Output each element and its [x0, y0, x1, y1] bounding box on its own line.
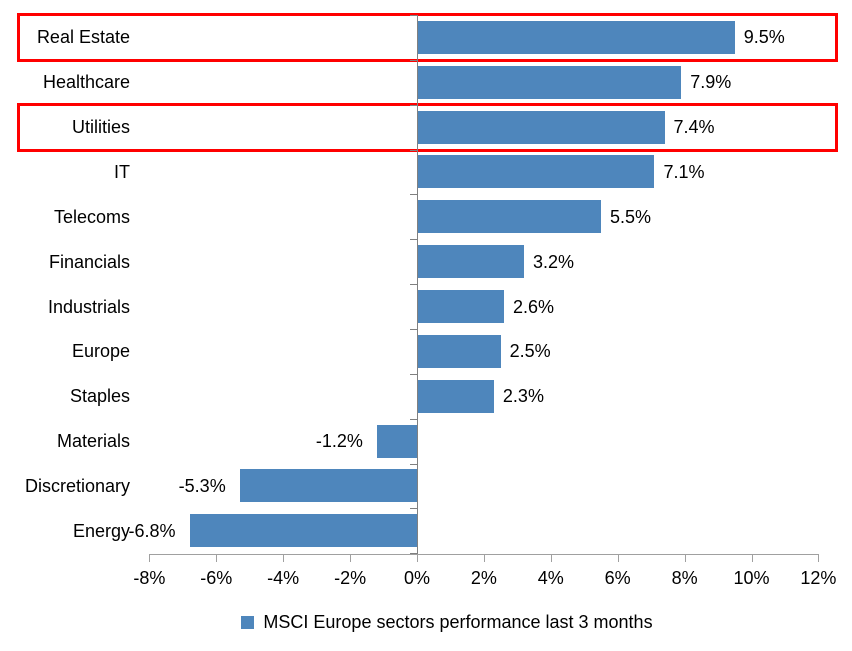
legend: MSCI Europe sectors performance last 3 m… [21, 612, 852, 633]
bar [417, 65, 682, 99]
category-label: IT [114, 161, 130, 182]
value-axis-tick [550, 554, 552, 562]
category-tick [410, 328, 417, 330]
value-axis-tick-label: -2% [334, 568, 367, 588]
bar [417, 290, 504, 324]
value-label: 7.1% [663, 161, 705, 182]
value-label: 2.6% [512, 296, 554, 317]
category-label: Energy [72, 520, 130, 541]
value-label: -6.8% [128, 520, 176, 541]
category-label: Staples [69, 386, 130, 407]
value-label: 7.9% [690, 72, 732, 93]
category-label: Utilities [71, 117, 130, 138]
category-tick [410, 149, 417, 151]
legend-swatch-icon [241, 616, 255, 629]
value-axis-tick-label: 12% [800, 568, 837, 588]
value-axis-tick [684, 554, 686, 562]
category-label: Real Estate [36, 27, 130, 48]
value-axis-tick [483, 554, 485, 562]
highlight-box [17, 102, 838, 152]
legend-label: MSCI Europe sectors performance last 3 m… [263, 612, 653, 632]
category-label: Telecoms [53, 206, 130, 227]
bar [417, 245, 525, 279]
value-axis-tick-label: 4% [537, 568, 564, 588]
value-axis-tick [751, 554, 753, 562]
value-label: 2.3% [502, 386, 544, 407]
category-label: Europe [71, 341, 130, 362]
value-label: -5.3% [178, 475, 226, 496]
bar [189, 514, 417, 548]
value-label: 2.5% [509, 341, 551, 362]
value-axis-tick [617, 554, 619, 562]
category-tick [410, 15, 417, 16]
category-tick [410, 284, 417, 286]
value-label: -1.2% [315, 431, 363, 452]
value-axis-tick-label: 6% [604, 568, 631, 588]
value-axis-tick [818, 554, 820, 562]
category-label: Discretionary [24, 475, 130, 496]
category-tick [410, 239, 417, 241]
value-axis-tick-label: -6% [200, 568, 233, 588]
value-label: 5.5% [609, 206, 651, 227]
category-axis-line [417, 15, 418, 554]
value-label: 3.2% [533, 251, 575, 272]
value-axis-tick [216, 554, 218, 562]
category-label: Healthcare [42, 72, 130, 93]
category-tick [410, 194, 417, 196]
highlight-box [17, 13, 838, 62]
value-axis-tick [417, 554, 418, 562]
category-tick [410, 59, 417, 61]
bar [239, 469, 417, 503]
category-tick [410, 508, 417, 510]
category-tick [410, 373, 417, 375]
category-label: Industrials [47, 296, 130, 317]
value-axis-tick [350, 554, 352, 562]
value-axis-tick-label: -4% [267, 568, 300, 588]
bar [417, 200, 601, 234]
value-label: 7.4% [673, 117, 715, 138]
value-axis-tick-label: 8% [671, 568, 698, 588]
value-label: 9.5% [743, 27, 785, 48]
category-label: Materials [56, 431, 130, 452]
value-axis-tick-label: 10% [733, 568, 770, 588]
category-tick [410, 418, 417, 420]
category-label: Financials [48, 251, 130, 272]
value-axis-tick-label: -8% [133, 568, 166, 588]
value-axis-tick [149, 554, 151, 562]
category-tick [410, 553, 417, 555]
bar [417, 379, 494, 413]
value-axis-tick-label: 2% [470, 568, 497, 588]
value-axis-tick-label: 0% [403, 568, 430, 588]
bar [376, 424, 417, 458]
category-tick [410, 463, 417, 465]
bar [417, 110, 665, 144]
bar [417, 334, 501, 368]
value-axis-tick [283, 554, 285, 562]
bar [417, 20, 735, 54]
bar [417, 155, 655, 189]
category-tick [410, 104, 417, 106]
